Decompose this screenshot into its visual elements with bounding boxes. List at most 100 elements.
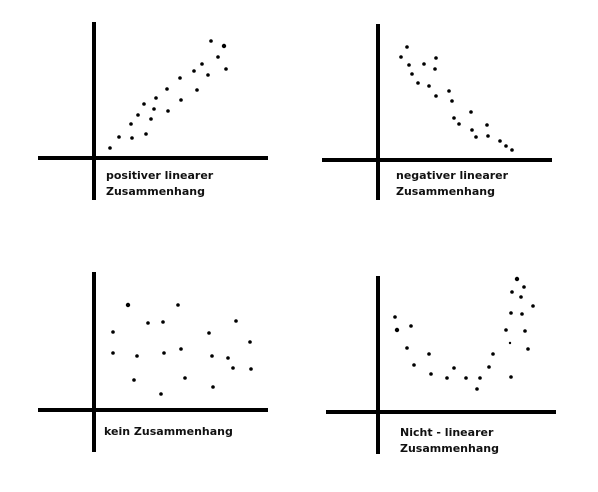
scatter-point: [427, 84, 431, 88]
scatter-point: [474, 135, 478, 139]
scatter-point: [485, 123, 489, 127]
scatter-point: [165, 87, 169, 91]
scatter-point: [129, 122, 133, 126]
scatter-point: [510, 290, 514, 294]
scatter-point: [434, 94, 438, 98]
scatter-point: [445, 376, 449, 380]
scatter-point: [486, 134, 490, 138]
scatter-point: [166, 109, 170, 113]
scatter-points: [108, 39, 228, 150]
scatter-point: [469, 110, 473, 114]
scatter-point: [200, 62, 204, 66]
scatter-point: [136, 113, 140, 117]
scatter-point: [450, 99, 454, 103]
scatter-point: [152, 107, 156, 111]
scatter-point: [531, 304, 535, 308]
scatter-point: [504, 144, 508, 148]
scatter-point: [508, 341, 512, 345]
scatter-point: [394, 327, 400, 333]
scatter-point: [130, 136, 134, 140]
label-line: kein Zusammenhang: [104, 425, 233, 438]
scatter-point: [393, 315, 397, 319]
scatter-point: [248, 340, 252, 344]
scatter-point: [475, 387, 479, 391]
scatter-point: [407, 63, 411, 67]
scatter-point: [416, 81, 420, 85]
scatter-point: [520, 312, 524, 316]
scatter-point: [216, 55, 220, 59]
scatter-point: [144, 132, 148, 136]
scatter-point: [211, 385, 215, 389]
scatter-point: [504, 328, 508, 332]
scatter-point: [514, 276, 520, 282]
scatter-point: [509, 375, 513, 379]
scatter-point: [410, 72, 414, 76]
scatter-point: [206, 73, 210, 77]
scatter-point: [429, 372, 433, 376]
scatter-points: [393, 276, 535, 391]
scatter-point: [434, 56, 438, 60]
scatter-point: [192, 69, 196, 73]
scatter-point: [412, 363, 416, 367]
panel-positive-linear: [38, 22, 268, 200]
label-line: positiver linearer: [106, 169, 214, 182]
scatter-point: [159, 392, 163, 396]
scatter-point: [249, 367, 253, 371]
scatter-point: [409, 324, 413, 328]
scatter-point: [452, 366, 456, 370]
scatter-point: [207, 331, 211, 335]
scatter-point: [178, 76, 182, 80]
scatter-point: [491, 352, 495, 356]
scatter-point: [405, 346, 409, 350]
scatter-point: [452, 116, 456, 120]
scatter-point: [405, 45, 409, 49]
label-line: negativer linearer: [396, 169, 509, 182]
scatter-point: [179, 98, 183, 102]
scatter-point: [146, 321, 150, 325]
scatter-point: [149, 117, 153, 121]
scatter-point: [209, 39, 213, 43]
scatter-point: [132, 378, 136, 382]
scatter-point: [195, 88, 199, 92]
scatter-point: [224, 67, 228, 71]
scatter-point: [522, 285, 526, 289]
scatter-point: [179, 347, 183, 351]
scatter-point: [464, 376, 468, 380]
scatter-point: [135, 354, 139, 358]
scatter-point: [509, 311, 513, 315]
scatter-point: [519, 295, 523, 299]
scatter-point: [470, 128, 474, 132]
scatter-points: [399, 45, 514, 152]
scatter-point: [399, 55, 403, 59]
scatter-point: [226, 356, 230, 360]
scatter-point: [161, 320, 165, 324]
panel-label-positive-linear: positiver linearer Zusammenhang: [106, 168, 213, 200]
scatter-point: [111, 330, 115, 334]
scatter-point: [526, 347, 530, 351]
scatter-point: [176, 303, 180, 307]
scatter-point: [154, 96, 158, 100]
scatter-point: [523, 329, 527, 333]
scatter-point: [142, 102, 146, 106]
scatter-point: [111, 351, 115, 355]
scatter-point: [210, 354, 214, 358]
panel-label-non-linear: Nicht - linearer Zusammenhang: [400, 425, 499, 457]
panel-no-correlation: [38, 272, 268, 452]
scatter-point: [231, 366, 235, 370]
label-line: Zusammenhang: [400, 442, 499, 455]
panel-negative-linear: [322, 24, 552, 200]
scatter-point: [478, 376, 482, 380]
scatter-points: [111, 302, 253, 396]
scatter-point: [117, 135, 121, 139]
label-line: Nicht - linearer: [400, 426, 494, 439]
scatter-point: [457, 122, 461, 126]
scatter-point: [510, 148, 514, 152]
scatter-point: [183, 376, 187, 380]
panel-label-negative-linear: negativer linearer Zusammenhang: [396, 168, 508, 200]
scatter-point: [498, 139, 502, 143]
scatter-point: [108, 146, 112, 150]
label-line: Zusammenhang: [396, 185, 495, 198]
scatter-point: [422, 62, 426, 66]
scatter-point: [221, 43, 227, 49]
